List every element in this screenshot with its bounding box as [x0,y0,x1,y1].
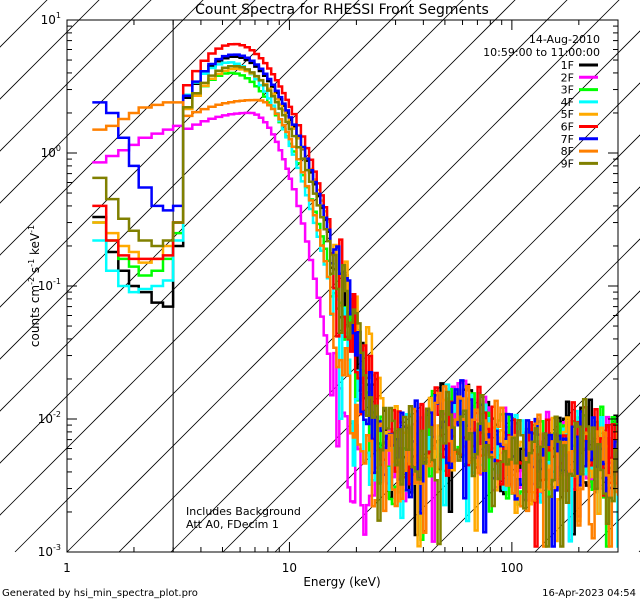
hatch-line [0,0,459,552]
x-tick-label: 10 [282,561,297,575]
legend-label: 3F [561,84,574,97]
x-axis-ticks: 1 10 100 [63,20,619,575]
hatch-line [223,0,640,552]
footer-timestamp: 16-Apr-2023 04:54 [542,588,636,599]
footer-generated-by: Generated by hsi_min_spectra_plot.pro [2,588,198,599]
y-label-exp-kev: -1 [27,225,36,233]
x-tick-label: 1 [63,561,71,575]
time-range-label: 10:59:00 to 11:00:00 [483,46,600,59]
hatch-line [0,0,199,552]
y-tick-label: 101 [41,11,61,27]
annotation-attenuator: Att A0, FDecim 1 [186,518,279,531]
series-9F [92,64,618,548]
legend-label: 2F [561,71,574,84]
y-tick-base: 10 [38,412,53,426]
hatch-line [0,0,251,552]
y-tick-base: 10 [38,545,53,559]
time-info: 14-Aug-2010 10:59:00 to 11:00:00 [483,33,600,59]
hatch-line [535,0,640,552]
y-label-s: s [28,267,42,277]
y-tick-base: 10 [41,146,56,160]
annotation-background: Includes Background [186,505,301,518]
y-label-kev: keV [28,232,42,259]
y-tick-label: 10-2 [38,410,61,426]
y-axis-label: counts cm-2 s-1 keV-1 [27,225,42,347]
date-label: 14-Aug-2010 [529,33,600,46]
plot-annotations: Includes Background Att A0, FDecim 1 [186,505,301,531]
x-tick-label: 100 [500,561,523,575]
legend-label: 9F [561,157,574,170]
legend-label: 5F [561,108,574,121]
hatch-line [119,0,640,552]
legend-label: 8F [561,145,574,158]
hatch-line [0,0,303,552]
y-tick-exponent: 0 [56,144,61,153]
y-label-counts: counts cm [28,285,42,347]
x-axis-label: Energy (keV) [303,575,380,589]
y-label-exp-s: -1 [27,259,36,267]
hatch-line [0,0,511,552]
chart-title: Count Spectra for RHESSI Front Segments [195,2,489,18]
y-tick-exponent: -2 [53,410,61,419]
y-label-exp-cm: -2 [27,277,36,285]
y-tick-exponent: 1 [56,11,61,20]
hatch-line [67,0,640,552]
y-tick-base: 10 [38,279,53,293]
y-tick-exponent: -1 [53,277,61,286]
y-tick-base: 10 [41,13,56,27]
legend-label: 4F [561,96,574,109]
y-tick-label: 10-1 [38,277,61,293]
hatch-line [0,0,563,552]
hatch-line [15,0,615,552]
hatch-line [171,0,640,552]
y-tick-label: 10-3 [38,543,61,559]
hatch-line [0,0,147,552]
y-tick-label: 100 [41,144,61,160]
legend-label: 1F [561,59,574,72]
y-tick-exponent: -3 [53,543,61,552]
hatch-line [379,0,640,552]
legend-label: 6F [561,121,574,134]
legend-label: 7F [561,133,574,146]
series-lines [92,42,618,548]
